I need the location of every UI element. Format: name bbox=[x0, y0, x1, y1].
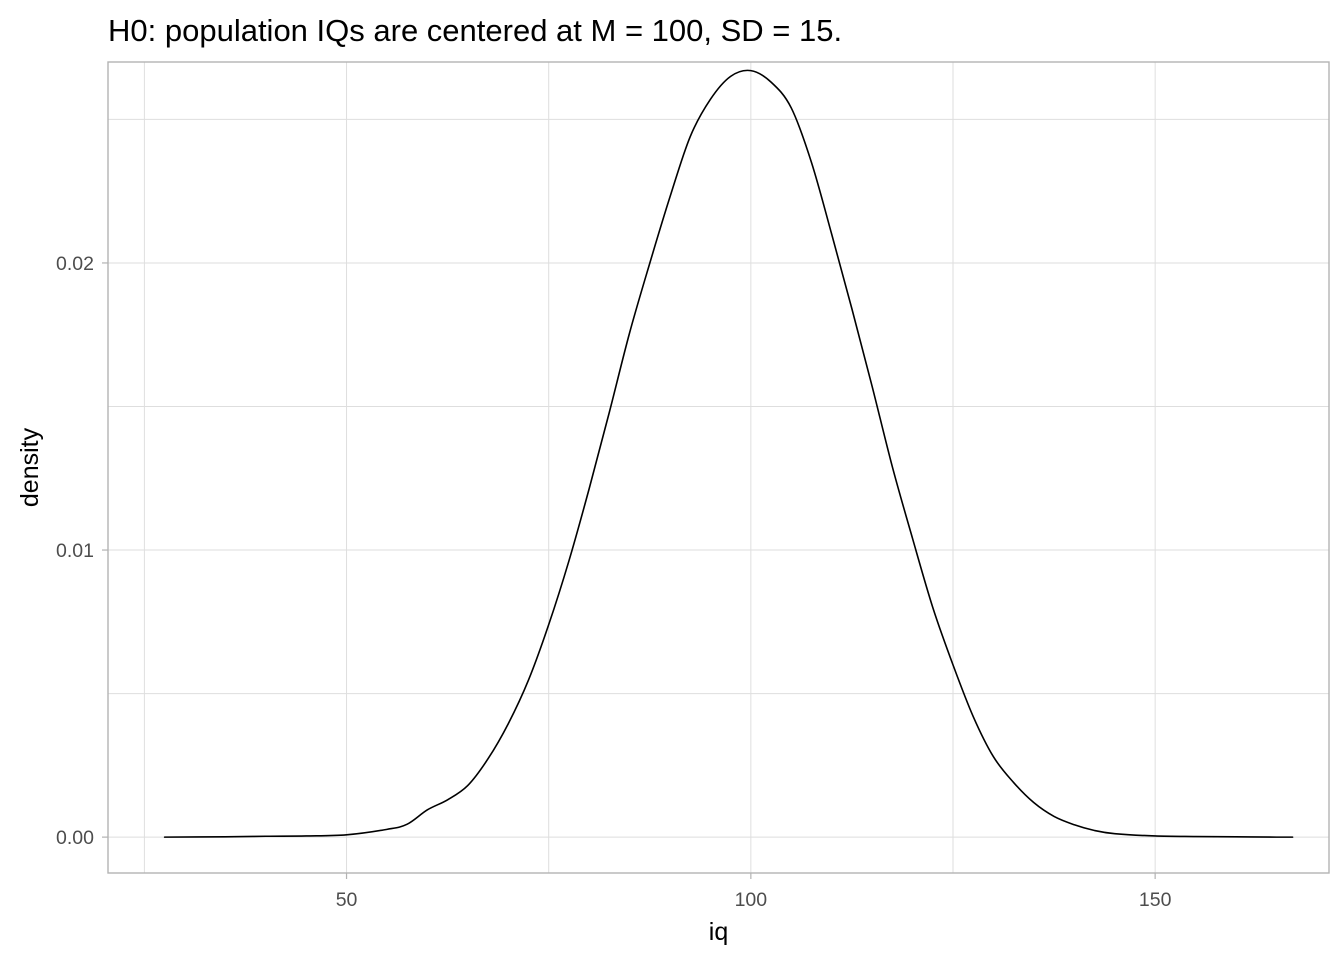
x-tick-label: 100 bbox=[735, 889, 768, 911]
density-curve bbox=[163, 69, 1294, 838]
x-tick-label: 50 bbox=[336, 889, 358, 911]
y-axis: 0.00 0.01 0.02 bbox=[56, 253, 108, 849]
grid-layer bbox=[108, 62, 1329, 873]
y-tick-label: 0.01 bbox=[56, 540, 94, 562]
chart-title: H0: population IQs are centered at M = 1… bbox=[108, 13, 842, 48]
y-tick-label: 0.00 bbox=[56, 827, 94, 849]
y-axis-title: density bbox=[16, 427, 44, 507]
x-tick-label: 150 bbox=[1139, 889, 1172, 911]
panel-border bbox=[107, 61, 1330, 874]
x-axis-title: iq bbox=[709, 918, 728, 946]
x-axis: 50 100 150 bbox=[336, 873, 1172, 911]
y-tick-label: 0.02 bbox=[56, 253, 94, 275]
